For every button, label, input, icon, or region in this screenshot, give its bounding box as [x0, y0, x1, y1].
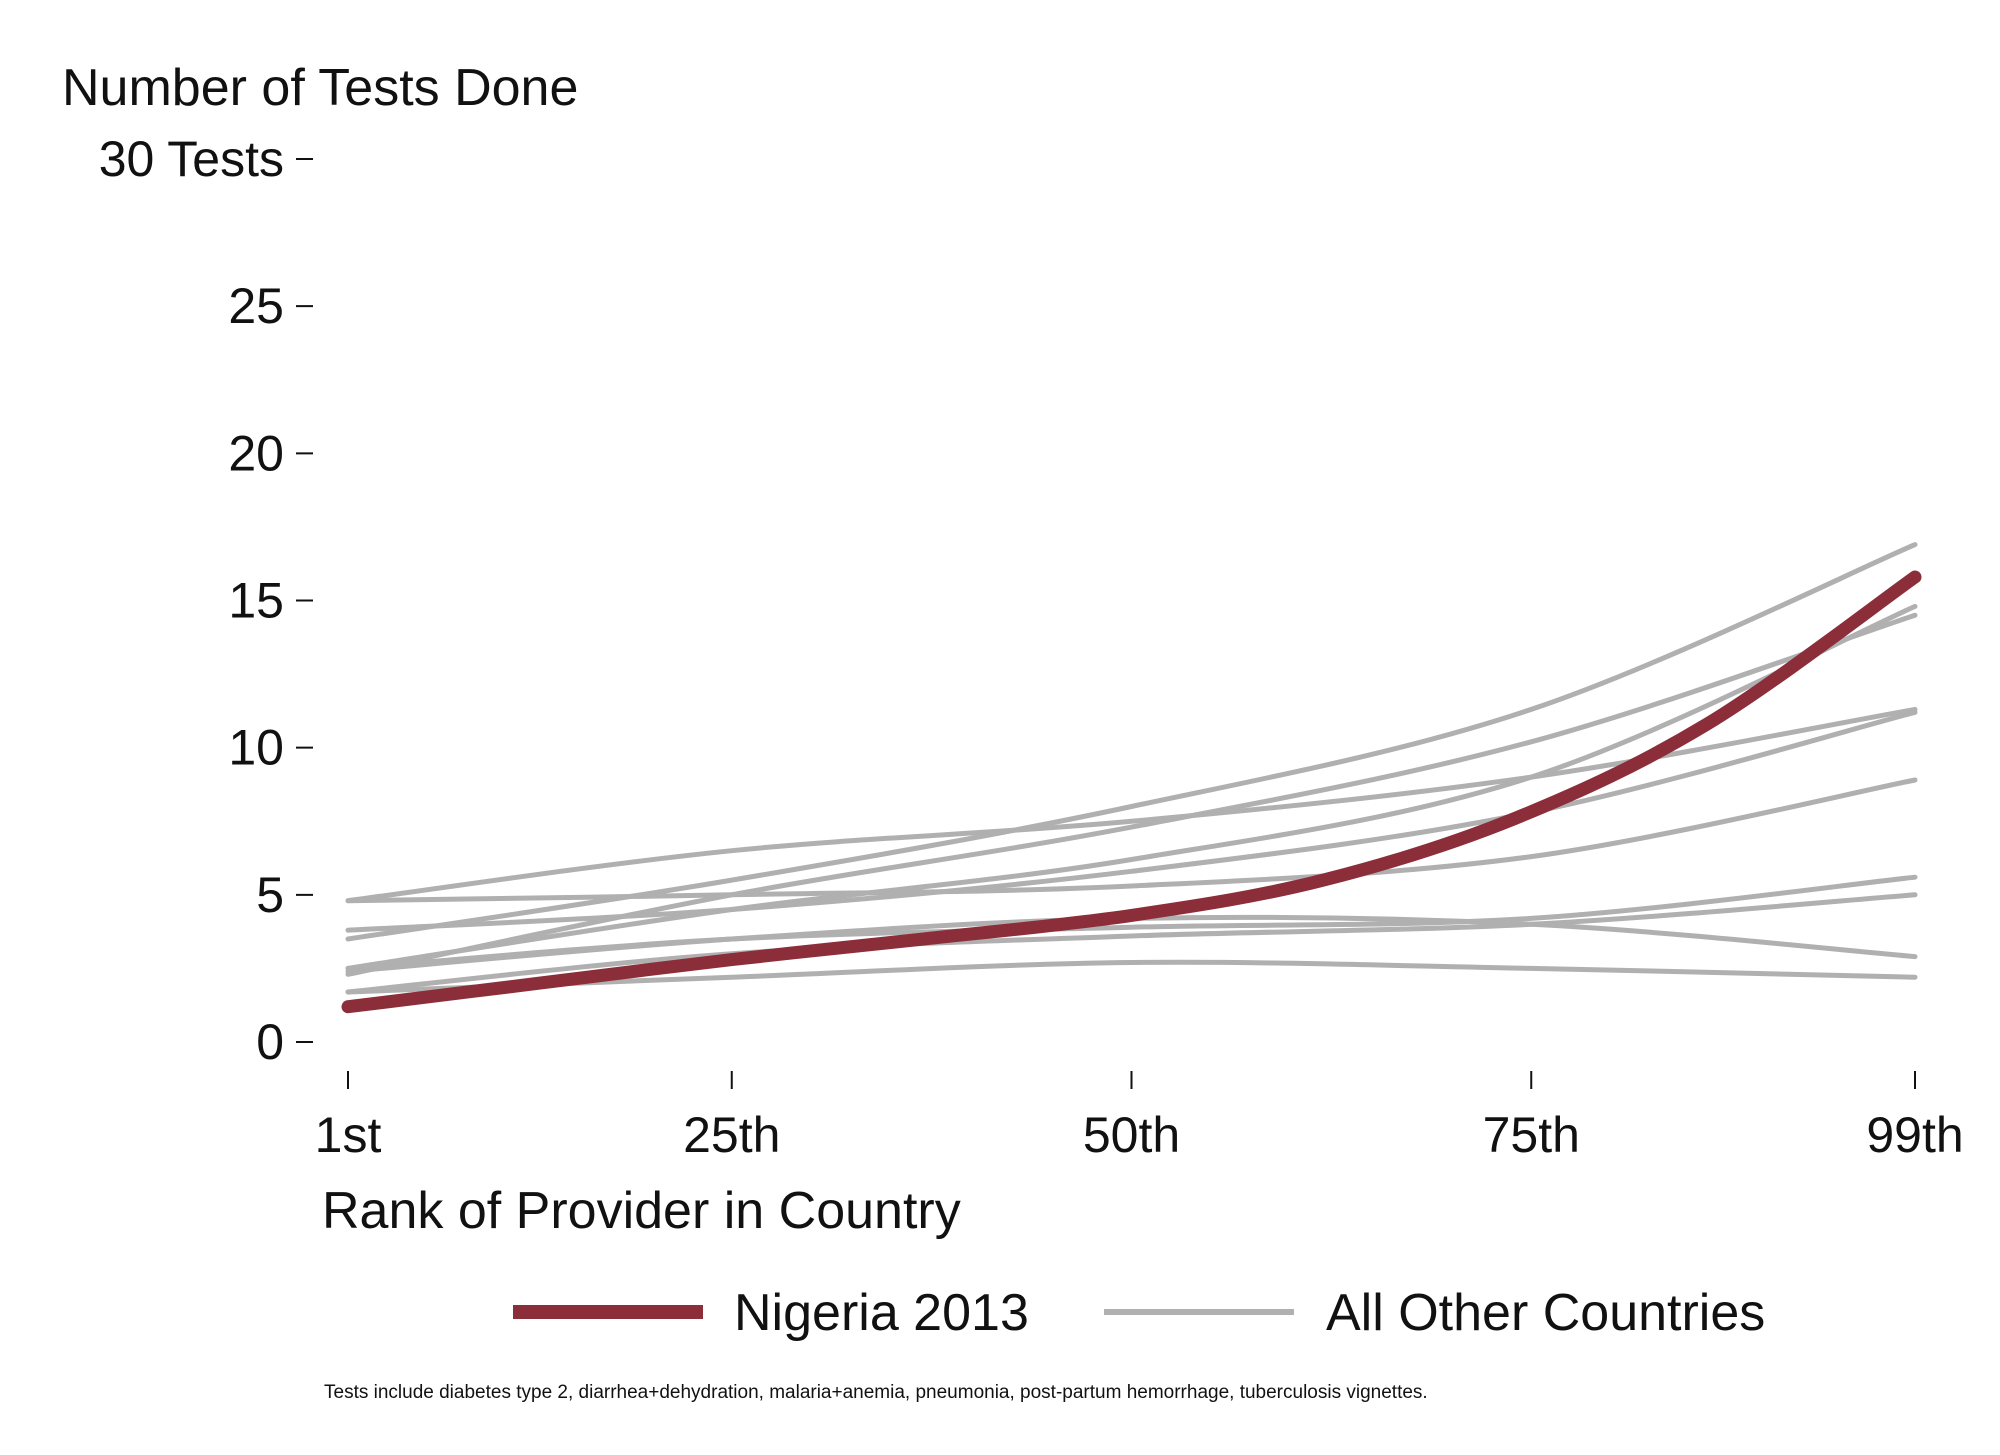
legend: Nigeria 2013 All Other Countries: [513, 1284, 1765, 1342]
y-tick-label-3: 15: [228, 573, 284, 629]
x-tick-label-2: 50th: [1083, 1107, 1180, 1163]
y-tick-label-6: 30 Tests: [99, 131, 284, 187]
series-line-nigeria: [341, 570, 1922, 1014]
legend-label-other: All Other Countries: [1326, 1284, 1765, 1342]
x-tick-label-1: 25th: [683, 1107, 780, 1163]
y-axis: 0 5 10 15 20 25 30 Tests: [99, 131, 313, 1070]
series-line-3: [345, 603, 1918, 971]
x-tick-label-4: 99th: [1866, 1107, 1963, 1163]
y-tick-label-4: 20: [228, 425, 284, 481]
series-line-1: [345, 542, 1918, 942]
series-line-4: [345, 709, 1918, 933]
y-tick-label-1: 5: [256, 867, 284, 923]
y-tick-label-0: 0: [256, 1014, 284, 1070]
x-axis-title: Rank of Provider in Country: [322, 1182, 961, 1240]
x-tick-label-3: 75th: [1483, 1107, 1580, 1163]
series-line-9: [345, 892, 1918, 995]
highlight-layer: [341, 570, 1922, 1014]
legend-label-nigeria: Nigeria 2013: [734, 1284, 1029, 1342]
y-axis-title: Number of Tests Done: [62, 59, 578, 117]
series-line-5: [345, 777, 1918, 904]
x-axis: 1st 25th 50th 75th 99th: [315, 1071, 1964, 1163]
y-tick-label-5: 25: [228, 278, 284, 334]
y-tick-label-2: 10: [228, 720, 284, 776]
footnote: Tests include diabetes type 2, diarrhea+…: [324, 1382, 1428, 1403]
series-line-8: [345, 959, 1918, 995]
series-layer: [345, 542, 1918, 995]
x-tick-label-0: 1st: [315, 1107, 382, 1163]
